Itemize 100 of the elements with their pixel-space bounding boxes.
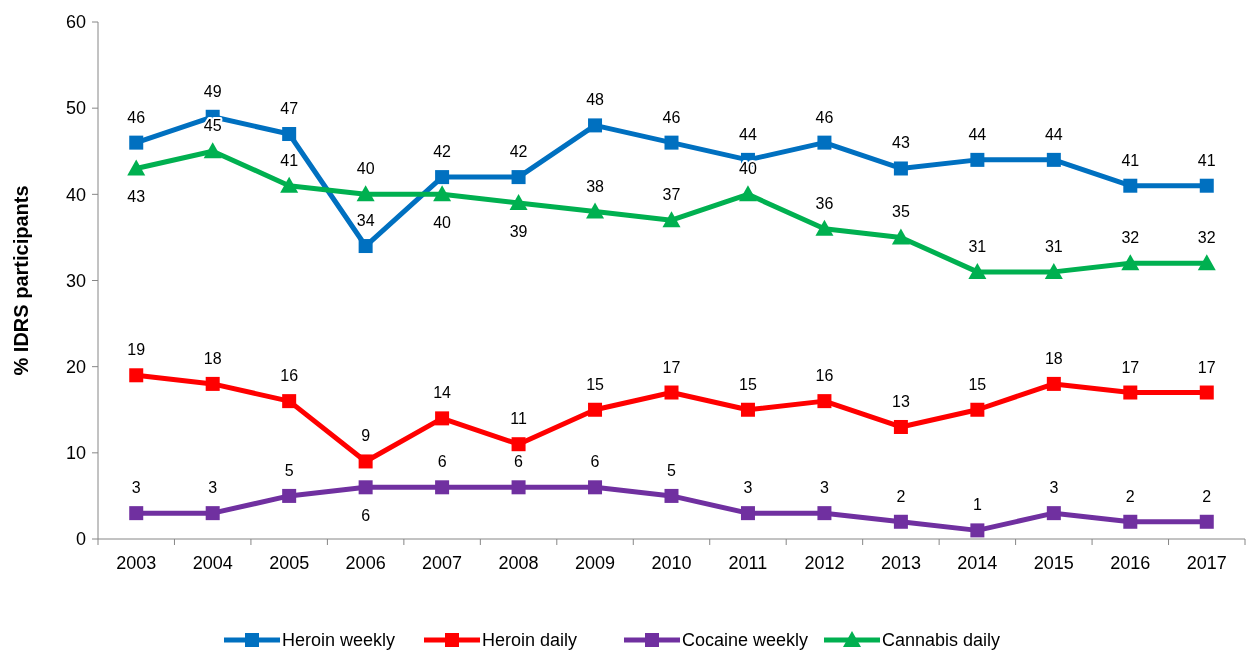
data-label: 5 xyxy=(667,461,677,479)
point xyxy=(664,488,679,503)
x-tick-label: 2004 xyxy=(192,553,233,573)
point xyxy=(968,262,987,279)
data-label: 31 xyxy=(1044,237,1063,255)
data-label: 46 xyxy=(662,108,681,126)
data-label: 16 xyxy=(815,367,834,385)
data-label: 32 xyxy=(1121,229,1140,247)
data-label: 15 xyxy=(968,375,987,393)
point xyxy=(893,419,908,434)
x-tick-label: 2014 xyxy=(957,553,998,573)
data-label: 6 xyxy=(437,453,447,471)
data-label: 41 xyxy=(1121,151,1140,169)
point xyxy=(282,488,297,503)
point xyxy=(1199,385,1214,400)
point xyxy=(970,523,985,538)
x-tick-label: 2017 xyxy=(1186,553,1227,573)
y-tick-label: 30 xyxy=(65,270,86,291)
data-label: 43 xyxy=(127,188,146,206)
point xyxy=(1046,152,1061,167)
point xyxy=(893,514,908,529)
point xyxy=(586,202,605,219)
data-label: 2 xyxy=(896,487,906,505)
data-label: 18 xyxy=(203,349,222,367)
data-label: 15 xyxy=(739,375,757,393)
data-label: 46 xyxy=(127,108,146,126)
point xyxy=(129,506,144,521)
point xyxy=(205,506,220,521)
x-tick-label: 2005 xyxy=(269,553,310,573)
point xyxy=(358,239,373,254)
legend-label: Cannabis daily xyxy=(882,630,1001,651)
data-label: 6 xyxy=(590,453,600,471)
data-label: 16 xyxy=(280,367,299,385)
data-label: 3 xyxy=(1049,479,1059,497)
y-tick-label: 0 xyxy=(75,529,86,550)
point xyxy=(1123,178,1138,193)
point xyxy=(664,385,679,400)
point xyxy=(511,170,526,185)
data-label: 3 xyxy=(743,479,753,497)
data-label: 35 xyxy=(892,203,910,221)
y-tick-label: 50 xyxy=(65,98,86,119)
y-tick-label: 20 xyxy=(65,356,86,377)
point xyxy=(817,135,832,150)
data-label: 36 xyxy=(815,194,834,212)
point xyxy=(970,152,985,167)
data-label: 44 xyxy=(1044,125,1063,143)
x-tick-label: 2015 xyxy=(1033,553,1074,573)
data-label: 9 xyxy=(361,427,371,445)
point xyxy=(1046,506,1061,521)
x-tick-label: 2003 xyxy=(116,553,157,573)
data-label: 48 xyxy=(586,91,605,109)
point xyxy=(1121,254,1140,271)
data-label: 1 xyxy=(972,496,982,514)
point xyxy=(817,394,832,409)
point xyxy=(282,394,297,409)
point xyxy=(893,161,908,176)
data-label: 5 xyxy=(284,461,294,479)
data-label: 41 xyxy=(280,151,299,169)
data-label: 2 xyxy=(1202,487,1212,505)
data-label: 15 xyxy=(586,375,605,393)
point xyxy=(664,135,679,150)
data-label: 38 xyxy=(586,177,605,195)
point xyxy=(1199,514,1214,529)
y-tick-label: 60 xyxy=(65,12,86,33)
point xyxy=(433,185,452,202)
x-tick-label: 2006 xyxy=(345,553,386,573)
x-tick-label: 2008 xyxy=(498,553,539,573)
data-label: 47 xyxy=(280,100,299,118)
legend-label: Cocaine weekly xyxy=(682,630,809,651)
point xyxy=(970,402,985,417)
x-tick-label: 2011 xyxy=(728,553,768,573)
point xyxy=(205,376,220,391)
point xyxy=(1123,514,1138,529)
data-label: 39 xyxy=(509,222,528,240)
point xyxy=(588,402,603,417)
data-label: 44 xyxy=(968,125,987,143)
y-tick-label: 40 xyxy=(65,184,86,205)
data-label: 13 xyxy=(892,392,910,410)
point xyxy=(435,170,450,185)
data-label: 6 xyxy=(514,453,524,471)
data-label: 17 xyxy=(1197,358,1216,376)
legend-label: Heroin weekly xyxy=(282,630,396,651)
x-tick-label: 2016 xyxy=(1110,553,1151,573)
point xyxy=(662,211,681,228)
point xyxy=(356,185,375,202)
data-label: 42 xyxy=(509,143,528,161)
point xyxy=(815,219,834,236)
point xyxy=(358,454,373,469)
data-label: 41 xyxy=(1197,151,1216,169)
point xyxy=(1044,262,1063,279)
point xyxy=(1123,385,1138,400)
x-tick-label: 2010 xyxy=(651,553,692,573)
y-tick-label: 10 xyxy=(65,443,86,464)
point xyxy=(358,480,373,495)
point xyxy=(203,142,222,159)
x-tick-label: 2013 xyxy=(880,553,921,573)
data-label: 44 xyxy=(739,125,757,143)
data-label: 43 xyxy=(892,134,910,152)
point xyxy=(435,480,450,495)
point xyxy=(280,176,299,193)
